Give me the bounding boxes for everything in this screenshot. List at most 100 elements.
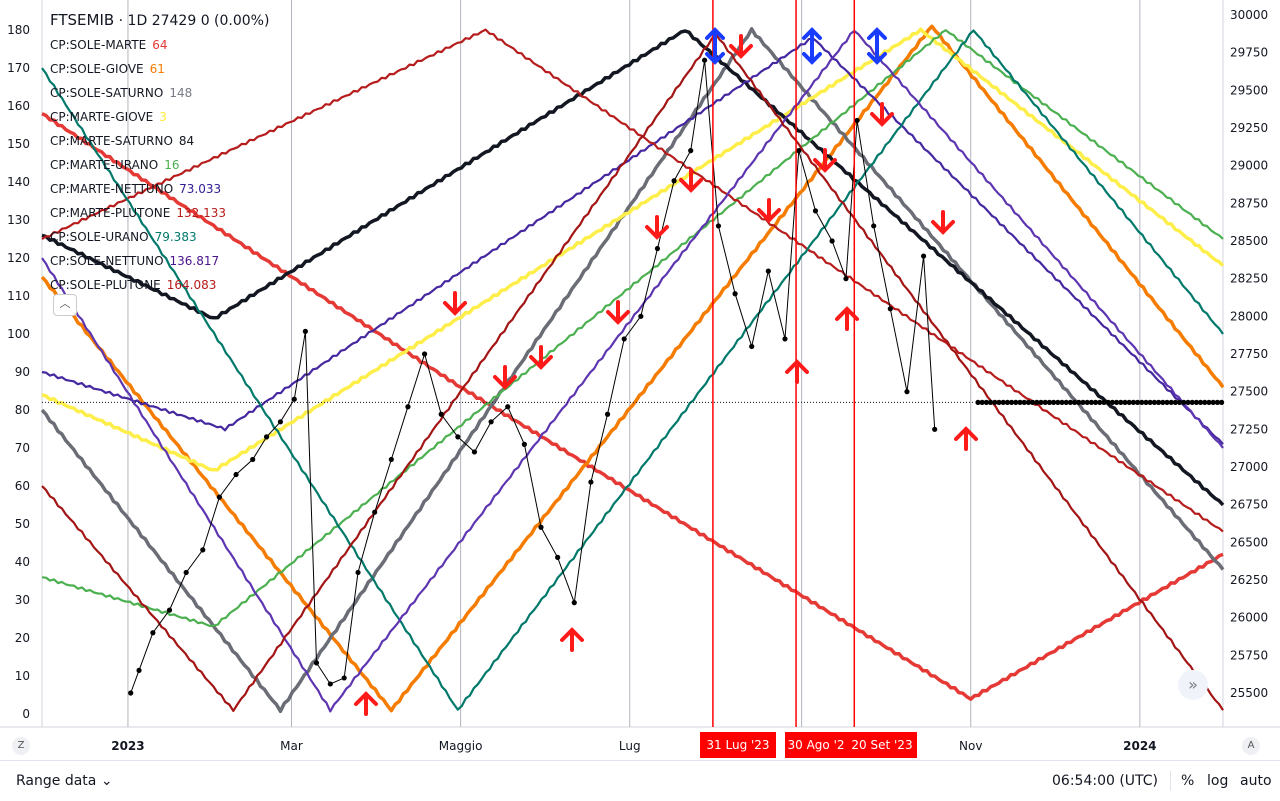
projection-dot (1063, 399, 1069, 405)
clock-time[interactable]: 06:54:00 (UTC) (1052, 773, 1159, 789)
legend-item[interactable]: CP:SOLE-SATURNO 148 (50, 81, 269, 105)
right-tick-label: 29000 (1230, 159, 1268, 173)
arrow-down-icon (729, 34, 753, 59)
legend-item[interactable]: CP:SOLE-PLUTONE 164.083 (50, 273, 269, 297)
projection-dot (1156, 399, 1162, 405)
legend-item[interactable]: CP:SOLE-GIOVE 61 (50, 57, 269, 81)
legend-value: 16 (164, 158, 180, 172)
left-tick-label: 170 (7, 61, 30, 75)
legend-item[interactable]: CP:MARTE-PLUTONE 132.133 (50, 201, 269, 225)
legend-label: CP:SOLE-PLUTONE (50, 278, 161, 292)
arrow-down-icon (443, 291, 467, 316)
event-label: 30 Ago '2 (788, 738, 845, 752)
price-point (388, 456, 394, 463)
corner-left-button[interactable]: Z (12, 737, 30, 755)
corner-right-button[interactable]: A (1242, 737, 1260, 755)
projection-dot (1122, 399, 1128, 405)
left-tick-label: 70 (15, 441, 30, 455)
price-point (521, 441, 527, 447)
legend-item[interactable]: CP:MARTE-SATURNO 84 (50, 129, 269, 153)
price-point (638, 313, 644, 319)
double-arrow-icon (802, 27, 822, 65)
legend-value: 148 (169, 86, 193, 100)
legend-item[interactable]: CP:SOLE-URANO 79.383 (50, 225, 269, 249)
price-point (216, 494, 223, 500)
x-tick-label: Nov (959, 739, 982, 753)
legend-value: 79.383 (154, 230, 197, 244)
left-tick-label: 50 (15, 517, 30, 531)
projection-dot (1030, 399, 1036, 405)
right-tick-label: 25750 (1230, 648, 1268, 662)
arrow-up-icon (354, 691, 378, 716)
right-tick-label: 28750 (1230, 196, 1268, 210)
price-point (932, 426, 938, 432)
chart-area[interactable]: 1801701601501401301201101009080706050403… (0, 0, 1280, 760)
collapse-legend-button[interactable]: ︿ (53, 294, 77, 316)
projection-dot (1109, 399, 1115, 405)
symbol-name[interactable]: FTSEMIB (50, 11, 115, 29)
projection-dot (1143, 399, 1149, 405)
projection-dot (1004, 399, 1011, 405)
legend-item[interactable]: CP:MARTE-GIOVE 3 (50, 105, 269, 129)
left-tick-label: 80 (15, 403, 30, 417)
price-point (654, 245, 661, 252)
price-point (166, 607, 173, 613)
price-point (313, 660, 320, 666)
left-tick-label: 140 (7, 175, 30, 189)
price-point (136, 667, 142, 674)
log-toggle[interactable]: log (1207, 773, 1229, 789)
legend-value: 84 (178, 134, 195, 148)
series-line-marte-giove (41, 27, 1225, 472)
legend-label: CP:SOLE-URANO (50, 230, 149, 244)
legend-value: 164.083 (166, 278, 217, 292)
legend-label: CP:MARTE-URANO (50, 158, 159, 172)
interval[interactable]: 1D (127, 13, 148, 29)
arrow-down-icon (870, 102, 894, 127)
price-point (604, 411, 611, 417)
legend-item[interactable]: CP:MARTE-URANO 16 (50, 153, 269, 177)
projection-dot (1076, 399, 1082, 405)
double-arrow-icon (867, 27, 887, 65)
left-tick-label: 90 (15, 365, 30, 379)
right-tick-label: 27500 (1230, 385, 1268, 399)
price-point (263, 434, 270, 440)
legend-value: 61 (149, 62, 165, 76)
price-point (183, 569, 189, 576)
series-line-marte-saturno (41, 29, 1225, 507)
arrow-up-icon (954, 426, 978, 451)
projection-dot (1046, 399, 1052, 405)
change: 0 (0.00%) (200, 13, 270, 29)
price-point (782, 336, 788, 342)
event-label: 31 Lug '23 (706, 738, 769, 752)
right-tick-label: 27750 (1230, 347, 1268, 361)
left-tick-label: 180 (7, 23, 30, 37)
price-point (796, 148, 802, 154)
series-line-sole-giove (40, 24, 1225, 713)
price-point (200, 547, 206, 553)
x-tick-label: 2024 (1123, 739, 1156, 753)
percent-toggle[interactable]: % (1181, 773, 1195, 789)
projection-dot (1021, 399, 1027, 405)
projection-dot (1177, 399, 1183, 405)
legend-label: CP:SOLE-GIOVE (50, 62, 144, 76)
auto-toggle[interactable]: auto (1240, 773, 1272, 789)
legend-item[interactable]: CP:SOLE-MARTE 64 (50, 33, 269, 57)
price-point (904, 389, 910, 395)
price-point (887, 306, 893, 312)
projection-dot (1210, 399, 1216, 405)
range-data-button[interactable]: Range data ⌄ (16, 773, 113, 789)
x-tick-label: Maggio (439, 739, 483, 753)
price-point (732, 291, 738, 297)
price-point (505, 404, 511, 410)
price-point (233, 471, 239, 478)
x-tick-label: Mar (280, 739, 303, 753)
projection-dot (1198, 399, 1204, 405)
legend-item[interactable]: CP:SOLE-NETTUNO 136.817 (50, 249, 269, 273)
scroll-to-realtime-icon[interactable]: » (1178, 670, 1208, 700)
legend-value: 73.033 (179, 182, 222, 196)
legend-item[interactable]: CP:MARTE-NETTUNO 73.033 (50, 177, 269, 201)
projection-dot (1097, 399, 1103, 405)
right-tick-label: 30000 (1230, 8, 1268, 22)
price-point (588, 479, 594, 485)
price-point (372, 509, 378, 515)
